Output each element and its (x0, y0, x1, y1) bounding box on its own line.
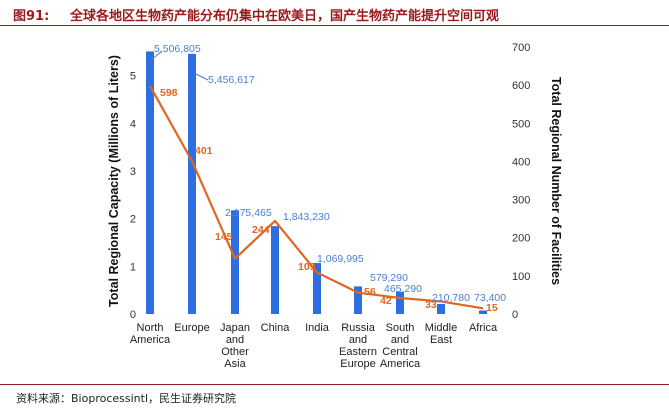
bar (479, 310, 487, 314)
bar (396, 291, 404, 314)
right-tick-label: 400 (512, 156, 530, 168)
right-tick-label: 500 (512, 118, 530, 130)
bar-label-leader (149, 50, 163, 62)
bar (313, 262, 321, 314)
category-label: North America (130, 322, 171, 346)
source-note: 资料来源：Bioprocessintl，民生证券研究院 (16, 392, 236, 405)
left-tick-label: 4 (130, 118, 136, 130)
right-tick-label: 700 (512, 42, 530, 54)
bar (437, 303, 445, 314)
left-tick-label: 0 (130, 309, 136, 321)
line-value-labels: 598 401 145 244 109 56 42 33 15 (160, 87, 498, 314)
bar-value-label: 1,069,995 (317, 253, 364, 265)
category-label: China (261, 322, 291, 334)
bar-series (146, 51, 487, 314)
left-axis: 0 1 2 3 4 5 (130, 71, 136, 321)
left-tick-label: 2 (130, 214, 136, 226)
right-tick-label: 0 (512, 309, 518, 321)
bar-value-labels: 5,506,805 5,456,617 2,175,465 1,843,230 1,06… (149, 43, 506, 304)
bar-value-label: 1,843,230 (283, 211, 330, 223)
category-label: Middle East (425, 322, 457, 346)
bar (271, 226, 279, 314)
category-label: Russia and Eastern Europe (339, 322, 377, 370)
right-tick-label: 600 (512, 80, 530, 92)
right-tick-label: 200 (512, 233, 530, 245)
bar-label-leader (195, 73, 209, 81)
right-tick-label: 100 (512, 271, 530, 283)
line-value-label: 145 (215, 231, 233, 243)
line-value-label: 109 (298, 261, 316, 273)
line-value-label: 598 (160, 87, 178, 99)
figure-header: 图91: 全球各地区生物药产能分布仍集中在欧美日，国产生物药产能提升空间可观 (0, 0, 669, 26)
bar (146, 51, 154, 314)
bar-value-label: 5,456,617 (208, 74, 255, 86)
figure-title: 全球各地区生物药产能分布仍集中在欧美日，国产生物药产能提升空间可观 (70, 9, 500, 24)
bar (188, 53, 196, 314)
left-tick-label: 3 (130, 166, 136, 178)
line-value-label: 401 (195, 145, 213, 157)
category-label: South and Central America (380, 322, 421, 370)
line-value-label: 15 (486, 302, 498, 314)
category-label: India (305, 322, 330, 334)
bar (231, 210, 239, 314)
bar-value-label: 465,290 (384, 283, 422, 295)
right-axis-title: Total Regional Number of Facilities (549, 77, 563, 285)
footer-divider (0, 384, 669, 385)
bar-value-label: 210,780 (432, 292, 470, 304)
bar-value-label: 579,290 (370, 272, 408, 284)
right-tick-label: 300 (512, 195, 530, 207)
left-axis-title: Total Regional Capacity (Millions of Lit… (107, 55, 121, 307)
left-tick-label: 1 (130, 261, 136, 273)
right-axis: 0 100 200 300 400 500 600 700 (512, 42, 530, 321)
bar-value-label: 73,400 (474, 292, 506, 304)
line-value-label: 244 (252, 224, 270, 236)
category-label: Africa (469, 322, 498, 334)
bar-value-label: 5,506,805 (154, 43, 201, 55)
figure-label: 图91: (13, 9, 50, 24)
header-divider (0, 25, 669, 26)
facilities-line (149, 85, 484, 310)
line-series (149, 85, 484, 310)
bar (354, 286, 362, 314)
line-value-label: 33 (425, 299, 437, 311)
left-tick-label: 5 (130, 71, 136, 83)
line-value-label: 56 (364, 286, 376, 298)
bar-value-label: 2,175,465 (225, 207, 272, 219)
line-value-label: 42 (380, 295, 392, 307)
category-label: Europe (174, 322, 209, 334)
category-label: Japan and Other Asia (220, 322, 250, 370)
